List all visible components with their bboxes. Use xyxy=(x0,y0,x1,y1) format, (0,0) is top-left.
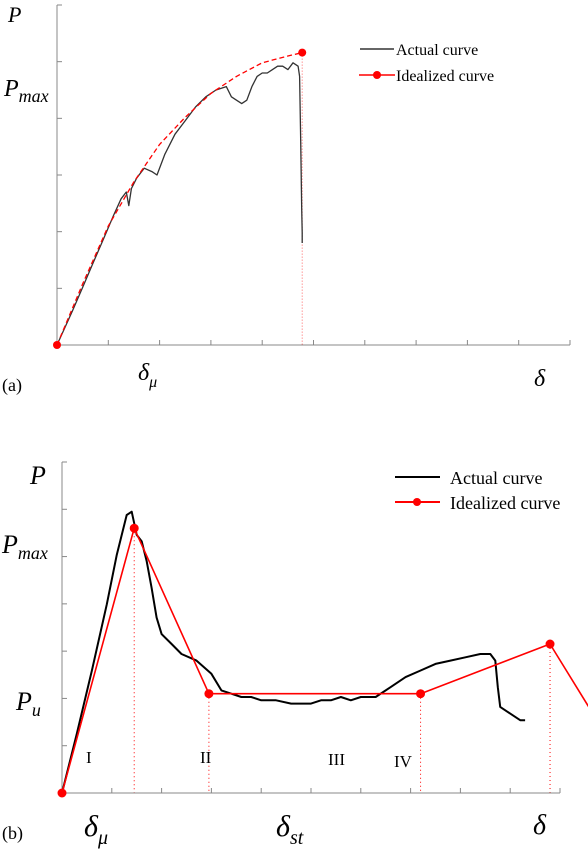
stage-label-3: III xyxy=(328,750,345,769)
legend-label-idealized: Idealized curve xyxy=(396,68,494,85)
panel-b-pu-label: Pu xyxy=(15,687,41,720)
legend-marker-idealized xyxy=(373,71,381,79)
panel-a-pmax-label: Pmax xyxy=(3,76,49,106)
panel-b-guides xyxy=(133,528,551,793)
panel-a-y-axis-label: P xyxy=(7,2,21,27)
panel-a-label: (a) xyxy=(2,375,22,396)
idealized-point-3 xyxy=(416,689,426,699)
panel-b-y-axis-label: P xyxy=(29,461,46,490)
idealized-point-4 xyxy=(545,639,555,649)
panel-b-pmax-label: Pmax xyxy=(1,530,48,563)
panel-b-series xyxy=(61,510,588,794)
legend-label-actual: Actual curve xyxy=(396,42,478,59)
panel-a-key-points xyxy=(53,48,307,349)
key-point-0 xyxy=(53,341,61,349)
panel-b-delta-st-label: δst xyxy=(276,810,304,849)
panel-a-x-ticks xyxy=(107,340,571,345)
idealized-point-2 xyxy=(204,689,214,699)
panel-b-x-axis-label: δ xyxy=(533,810,547,841)
series-line-1 xyxy=(56,51,303,346)
panel-a-y-ticks xyxy=(57,4,62,289)
idealized-point-1 xyxy=(129,523,139,533)
panel-b-x-ticks xyxy=(111,788,561,793)
legend-label-idealized: Idealized curve xyxy=(450,493,560,513)
panel-b-legend: Actual curve Idealized curve xyxy=(395,468,560,513)
idealized-point-0 xyxy=(57,788,67,798)
panel-a-legend: Actual curve Idealized curve xyxy=(359,42,494,85)
panel-a-delta-mu-label: δμ xyxy=(138,360,157,391)
legend-label-actual: Actual curve xyxy=(450,468,542,488)
panel-b-y-ticks xyxy=(62,461,67,747)
series-line-0 xyxy=(56,62,303,346)
panel-b-label: (b) xyxy=(2,823,23,844)
key-point-1 xyxy=(298,48,307,57)
panel-a-series xyxy=(56,51,303,346)
panel-a-x-axis-label: δ xyxy=(534,366,546,392)
stage-label-4: IV xyxy=(394,752,413,771)
legend-marker-idealized xyxy=(413,498,421,506)
series-line-1 xyxy=(61,527,588,794)
panel-b: P δ (b) Pmax Pu δμ δst I II III IV Actua… xyxy=(1,461,588,849)
stage-label-1: I xyxy=(86,748,92,767)
panel-b-key-points xyxy=(57,523,555,798)
stage-label-2: II xyxy=(200,748,212,767)
panel-a: P δ (a) Pmax δμ Actual curve Idealized c… xyxy=(2,2,571,396)
series-line-0 xyxy=(61,510,526,794)
panel-b-delta-mu-label: δμ xyxy=(84,810,108,849)
